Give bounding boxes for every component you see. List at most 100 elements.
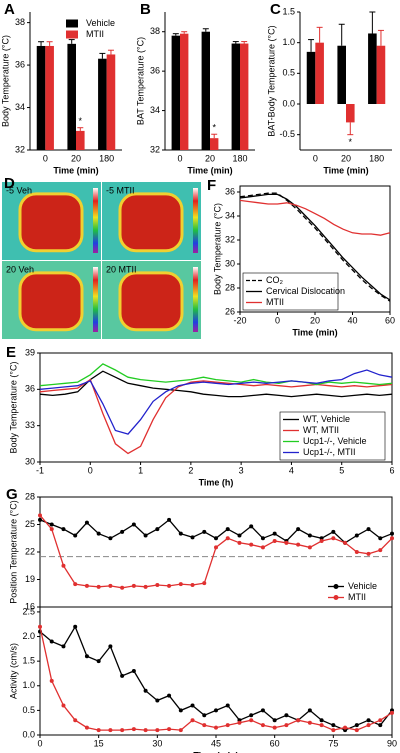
- plot-frame: [39, 606, 393, 736]
- data-point: [354, 723, 359, 728]
- data-point: [214, 536, 218, 541]
- y-tick-label: 0.0: [22, 729, 35, 739]
- data-point: [214, 708, 218, 713]
- data-point: [73, 533, 78, 538]
- thermal-body: [18, 192, 84, 253]
- data-point: [390, 710, 394, 715]
- data-point: [120, 728, 125, 733]
- x-tick-label: 180: [232, 153, 247, 163]
- data-point: [249, 718, 254, 723]
- data-point: [260, 545, 265, 550]
- data-point: [307, 545, 312, 550]
- bar: [231, 43, 240, 150]
- data-point: [260, 536, 265, 541]
- data-point: [61, 563, 66, 568]
- x-tick-label: 180: [369, 153, 384, 163]
- y-tick-label: 38: [150, 26, 160, 36]
- data-point: [120, 673, 125, 678]
- x-axis-label: Time (min): [53, 165, 98, 175]
- data-point: [319, 723, 324, 728]
- data-point: [354, 533, 359, 538]
- y-tick-label: 19: [25, 574, 35, 584]
- y-tick-label: 34: [150, 105, 160, 115]
- data-point: [307, 720, 312, 725]
- data-point: [307, 533, 312, 538]
- x-tick-label: 0: [43, 153, 48, 163]
- data-point: [296, 542, 301, 547]
- x-axis-label: Time (min): [193, 750, 238, 753]
- x-axis-label: Time (min): [323, 165, 368, 175]
- data-point: [167, 583, 172, 588]
- data-point: [167, 727, 172, 732]
- data-point: [178, 582, 183, 587]
- annotation: *: [349, 137, 353, 147]
- thermal-body: [118, 271, 184, 332]
- series-line: [239, 199, 391, 236]
- data-point: [73, 624, 78, 629]
- y-tick-label: 2.0: [22, 631, 35, 641]
- image-label: -5 MTII: [106, 185, 135, 195]
- x-tick-label: 90: [387, 738, 397, 748]
- data-point: [378, 536, 383, 541]
- data-point: [272, 725, 277, 730]
- series-line: [39, 363, 393, 387]
- y-tick-label: 38: [15, 17, 25, 27]
- y-tick-label: 0.5: [282, 68, 295, 78]
- annotation: *: [79, 116, 83, 126]
- data-point: [38, 517, 42, 522]
- legend-marker: [333, 584, 339, 589]
- data-point: [73, 718, 78, 723]
- x-axis-label: Time (min): [187, 165, 232, 175]
- data-point: [108, 644, 113, 649]
- image-label: -5 Veh: [6, 185, 32, 195]
- panel-label: C: [270, 1, 281, 18]
- y-axis-label: Body Temperature (°C): [212, 203, 222, 295]
- data-point: [237, 533, 242, 538]
- color-scale: [193, 188, 198, 253]
- bar: [45, 45, 54, 150]
- x-tick-label: 5: [339, 465, 344, 475]
- color-scale: [193, 267, 198, 332]
- data-point: [155, 728, 160, 733]
- y-tick-label: 28: [25, 491, 35, 501]
- y-tick-label: 36: [25, 384, 35, 394]
- bar: [210, 138, 219, 150]
- data-point: [49, 527, 54, 532]
- series-line: [39, 369, 393, 435]
- data-point: [155, 698, 160, 703]
- color-scale: [93, 188, 98, 253]
- data-point: [225, 723, 230, 728]
- data-point: [155, 583, 160, 587]
- data-point: [131, 583, 136, 588]
- data-point: [284, 713, 289, 718]
- data-point: [84, 520, 89, 525]
- data-point: [190, 535, 195, 540]
- data-point: [84, 583, 89, 588]
- x-tick-label: 0: [313, 153, 318, 163]
- y-axis-label: Activity (cm/s): [8, 643, 18, 699]
- legend-label: MTII: [86, 29, 104, 39]
- x-tick-label: -1: [36, 465, 44, 475]
- annotation: *: [212, 123, 216, 133]
- y-axis-label: Body Temperature (°C): [8, 362, 18, 454]
- data-point: [354, 728, 359, 733]
- legend-label: MTII: [348, 592, 366, 602]
- x-tick-label: 4: [289, 465, 294, 475]
- y-tick-label: 16: [25, 601, 35, 611]
- data-point: [225, 536, 230, 541]
- legend-label: Ucp1-/-, Vehicle: [303, 436, 367, 446]
- data-point: [190, 718, 195, 723]
- legend-swatch: [66, 19, 78, 28]
- y-tick-label: 36: [15, 59, 25, 69]
- data-point: [307, 708, 312, 713]
- bar: [346, 104, 355, 123]
- data-point: [96, 728, 101, 733]
- x-tick-label: 0: [88, 465, 93, 475]
- data-point: [143, 584, 148, 589]
- y-tick-label: 0.0: [282, 98, 295, 108]
- x-tick-label: 75: [328, 738, 338, 748]
- legend-label: Ucp1-/-, MTII: [303, 447, 356, 457]
- bar: [36, 45, 46, 150]
- data-point: [202, 529, 207, 534]
